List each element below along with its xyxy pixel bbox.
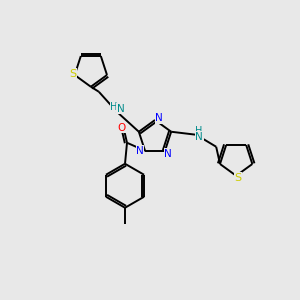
Text: N: N bbox=[164, 149, 172, 159]
Text: O: O bbox=[117, 123, 125, 133]
Text: N: N bbox=[155, 113, 163, 123]
Text: H: H bbox=[196, 126, 203, 136]
Text: N: N bbox=[117, 104, 125, 114]
Text: N: N bbox=[136, 146, 144, 156]
Text: S: S bbox=[69, 69, 76, 79]
Text: S: S bbox=[235, 173, 242, 183]
Text: H: H bbox=[110, 102, 118, 112]
Text: N: N bbox=[195, 132, 203, 142]
